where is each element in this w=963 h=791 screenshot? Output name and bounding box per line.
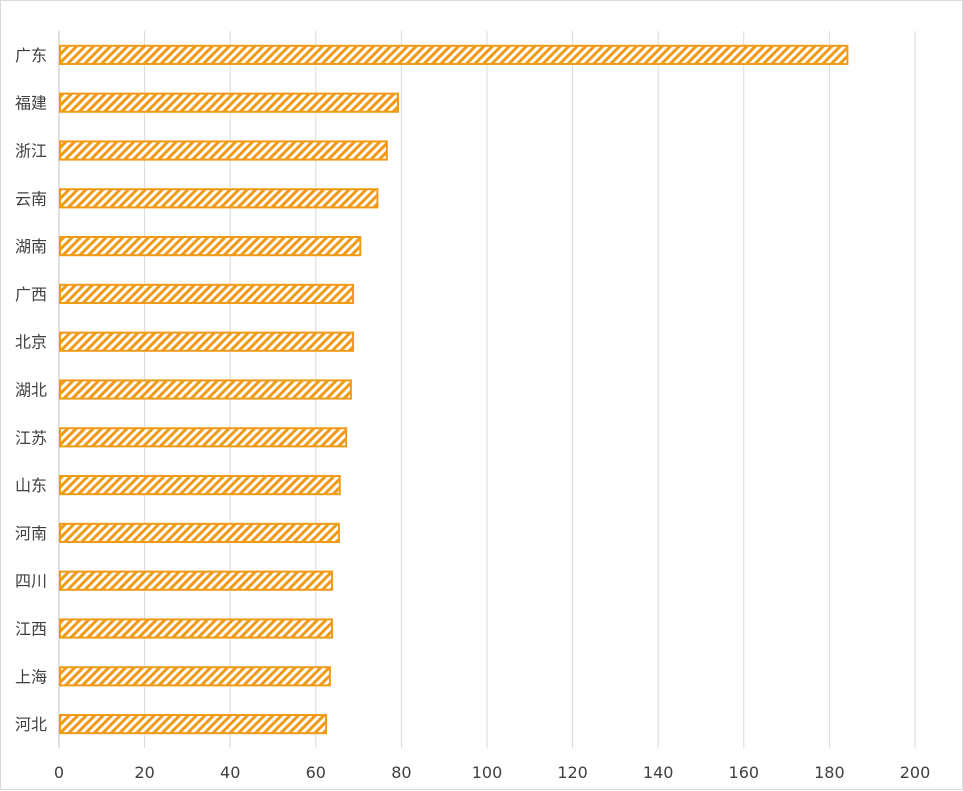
- bar-4: [59, 188, 379, 209]
- x-tick-label-20: 20: [134, 763, 154, 782]
- category-label-15: 河北: [15, 715, 47, 734]
- bar-15: [59, 714, 328, 735]
- category-label-2: 福建: [15, 94, 47, 113]
- bar-2: [59, 92, 399, 113]
- category-label-3: 浙江: [15, 142, 47, 161]
- bar-10: [59, 475, 341, 496]
- category-label-12: 四川: [15, 572, 47, 591]
- category-label-5: 湖南: [15, 237, 47, 256]
- bar-14: [59, 666, 331, 687]
- x-tick-label-140: 140: [643, 763, 674, 782]
- bar-3: [59, 140, 388, 161]
- bar-13: [59, 618, 334, 639]
- category-label-8: 湖北: [15, 381, 47, 400]
- x-tick-label-160: 160: [729, 763, 760, 782]
- bar-1: [59, 44, 849, 65]
- bar-12: [59, 570, 334, 591]
- bar-8: [59, 379, 352, 400]
- category-label-9: 江苏: [15, 428, 47, 447]
- category-label-13: 江西: [15, 620, 47, 639]
- bar-9: [59, 427, 348, 448]
- category-label-7: 北京: [15, 333, 47, 352]
- bar-5: [59, 236, 362, 257]
- x-tick-label-180: 180: [814, 763, 845, 782]
- category-label-4: 云南: [15, 189, 47, 208]
- category-label-11: 河南: [15, 524, 47, 543]
- bars: [59, 44, 849, 735]
- bar-7: [59, 331, 355, 352]
- category-label-14: 上海: [15, 667, 47, 686]
- x-tick-label-120: 120: [557, 763, 588, 782]
- x-tick-label-80: 80: [391, 763, 411, 782]
- x-tick-label-0: 0: [54, 763, 64, 782]
- category-label-6: 广西: [15, 285, 47, 304]
- labels: 0 20 40 60 80 100 120 140 160 180 200 广东福建浙江云南湖南广西北…: [15, 46, 930, 782]
- x-tick-label-40: 40: [220, 763, 240, 782]
- x-tick-label-200: 200: [900, 763, 931, 782]
- bar-6: [59, 283, 355, 304]
- bar-11: [59, 522, 340, 543]
- x-tick-label-100: 100: [472, 763, 503, 782]
- x-tick-label-60: 60: [306, 763, 326, 782]
- category-label-1: 广东: [15, 46, 47, 65]
- category-label-10: 山东: [15, 476, 47, 495]
